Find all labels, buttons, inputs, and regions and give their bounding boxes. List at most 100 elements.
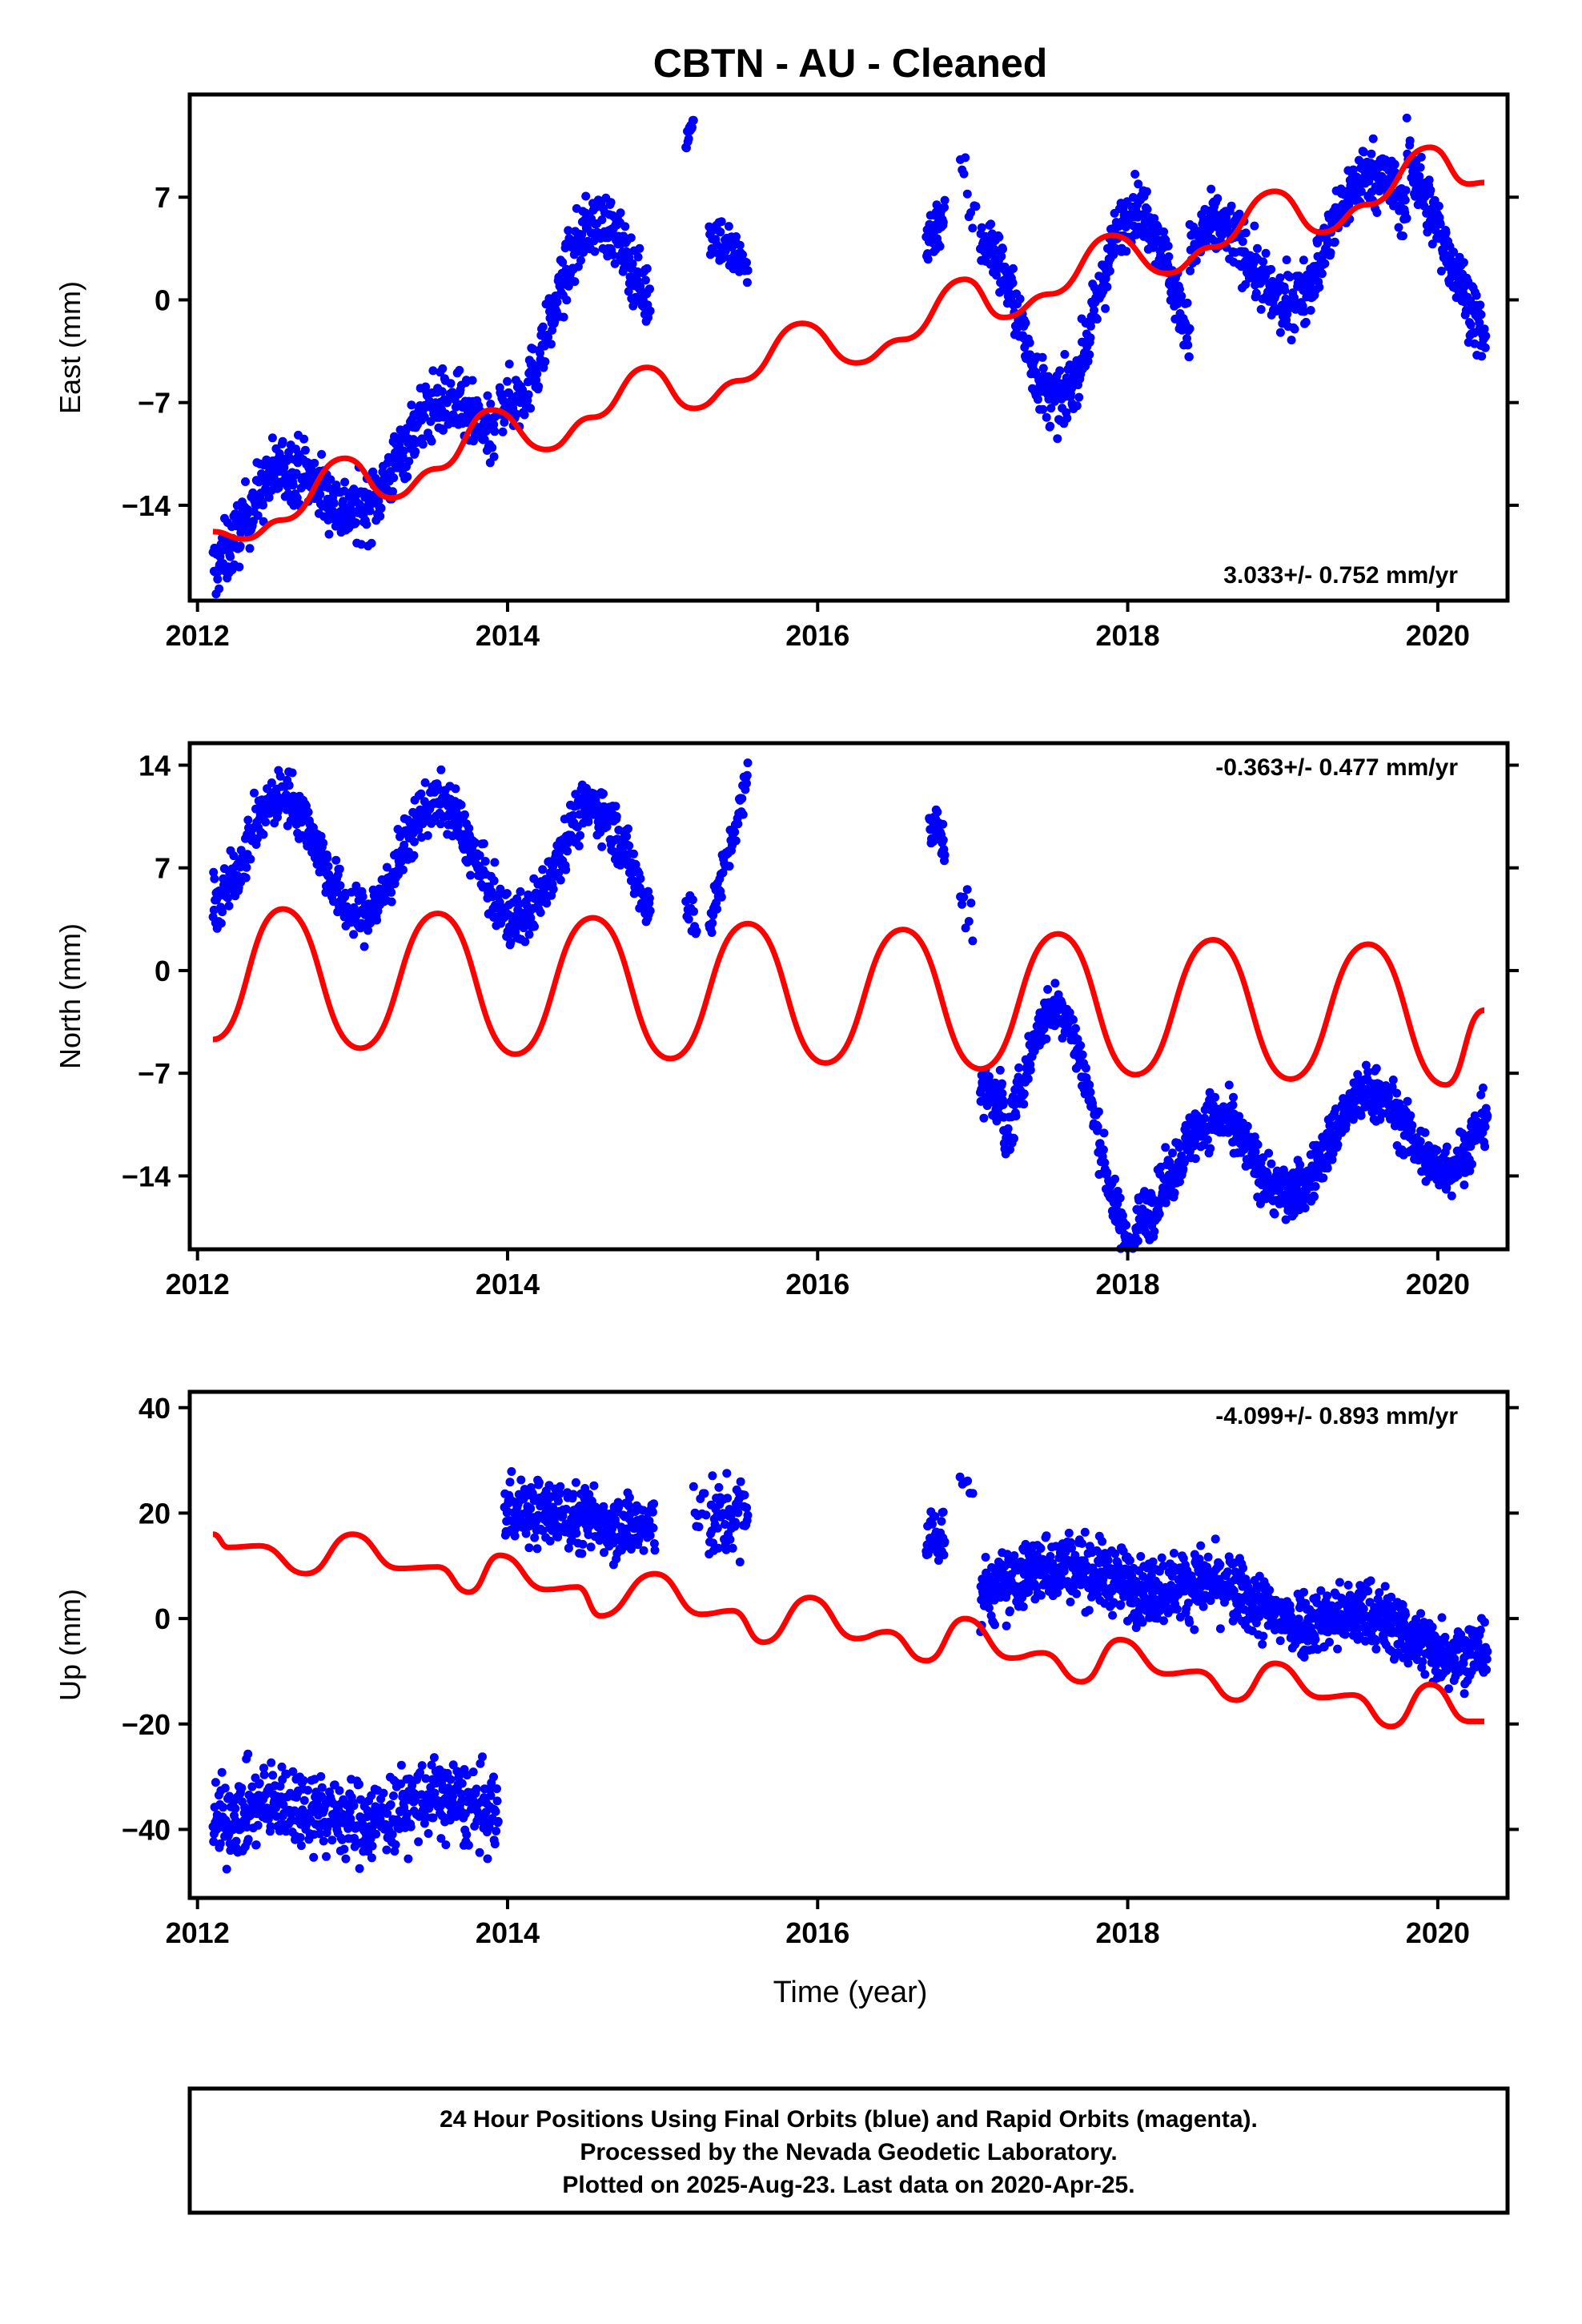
east-data-point-454 — [437, 387, 447, 396]
east-x-tick-label-2018: 2018 — [1096, 619, 1160, 652]
north-data-point-1475 — [1211, 1092, 1220, 1102]
east-data-point-283 — [351, 518, 360, 528]
east-data-point-864 — [684, 134, 693, 143]
north-data-point-2073 — [1468, 1160, 1476, 1169]
north-y-tick-label--14: −14 — [122, 1160, 171, 1192]
east-data-point-1321 — [1130, 170, 1140, 179]
east-data-point-763 — [597, 215, 607, 224]
east-data-point-617 — [524, 390, 533, 400]
east-data-point-1884 — [1394, 223, 1403, 232]
east-data-point-416 — [418, 440, 428, 449]
north-data-point-443 — [436, 765, 446, 774]
north-y-tick-label-7: 7 — [155, 852, 171, 885]
north-data-point-214 — [319, 838, 328, 848]
up-data-point-276 — [355, 1779, 363, 1789]
north-data-point-1430 — [1191, 1154, 1200, 1164]
east-data-point-436 — [428, 366, 438, 376]
east-data-point-311 — [365, 506, 375, 516]
east-data-point-34 — [226, 552, 235, 561]
east-data-point-1156 — [1055, 366, 1065, 376]
north-data-point-471 — [451, 784, 460, 794]
north-data-point-959 — [959, 892, 969, 902]
north-data-point-940 — [933, 807, 942, 817]
east-data-point-931 — [743, 266, 753, 275]
east-data-point-634 — [532, 369, 542, 379]
north-data-point-547 — [490, 858, 500, 867]
east-data-point-835 — [633, 252, 643, 262]
up-data-point-110 — [267, 1758, 276, 1767]
up-data-point-42 — [231, 1803, 240, 1813]
east-data-point-1231 — [1090, 306, 1098, 315]
east-x-tick-label-2016: 2016 — [785, 619, 849, 652]
north-data-point-1162 — [1069, 1015, 1078, 1024]
east-data-point-1561 — [1241, 228, 1251, 238]
east-data-point-73 — [245, 544, 255, 553]
up-data-point-583 — [521, 1529, 531, 1538]
north-data-point-973 — [979, 1113, 989, 1123]
north-data-point-1041 — [1010, 1134, 1018, 1144]
up-data-point-694 — [577, 1549, 587, 1558]
east-data-point-471 — [446, 379, 456, 388]
east-data-point-723 — [577, 230, 587, 239]
north-rate-label: -0.363+/- 0.477 mm/yr — [1215, 754, 1458, 781]
east-data-point-138 — [278, 436, 287, 446]
north-x-tick-label-2016: 2016 — [785, 1268, 849, 1301]
north-data-point-1898 — [1392, 1088, 1402, 1098]
east-data-point-1986 — [1441, 228, 1451, 237]
north-data-point-729 — [584, 817, 593, 826]
north-data-point-417 — [423, 830, 432, 840]
up-data-point-66 — [243, 1749, 253, 1759]
east-data-point-167 — [292, 493, 302, 503]
east-data-point-1017 — [992, 271, 1001, 280]
north-data-point-861 — [692, 927, 701, 936]
north-data-point-597 — [516, 887, 525, 896]
east-observed-points — [208, 113, 1491, 599]
north-data-point-1062 — [1019, 1089, 1029, 1099]
north-x-tick-label-2012: 2012 — [166, 1268, 230, 1301]
east-data-point-976 — [962, 189, 972, 199]
north-data-point-1761 — [1333, 1140, 1343, 1149]
north-data-point-482 — [456, 800, 466, 810]
east-data-point-2070 — [1480, 343, 1490, 352]
east-data-point-869 — [688, 123, 697, 132]
north-data-point-784 — [612, 812, 621, 821]
north-data-point-2103 — [1480, 1142, 1490, 1152]
north-data-point-614 — [524, 930, 534, 939]
up-data-point-605 — [532, 1544, 542, 1554]
north-data-point-1177 — [1076, 1041, 1086, 1050]
east-data-point-1198 — [1074, 392, 1084, 402]
east-data-point-1328 — [1134, 179, 1143, 189]
east-x-tick-label-2020: 2020 — [1406, 619, 1470, 652]
north-data-point-1815 — [1356, 1111, 1366, 1120]
north-data-point-903 — [731, 836, 741, 846]
north-y-tick-label--7: −7 — [138, 1057, 171, 1090]
north-data-point-1346 — [1154, 1209, 1164, 1219]
north-data-point-1247 — [1110, 1174, 1120, 1184]
up-data-point-167 — [296, 1841, 306, 1851]
north-data-point-867 — [708, 919, 717, 928]
east-data-point-640 — [536, 348, 544, 358]
up-data-point-266 — [349, 1801, 359, 1811]
east-data-point-697 — [564, 281, 573, 291]
north-data-point-688 — [563, 846, 572, 856]
up-data-point-19 — [219, 1803, 228, 1812]
north-data-point-920 — [742, 770, 752, 780]
east-data-point-981 — [971, 202, 981, 211]
north-data-point-921 — [743, 758, 753, 768]
north-data-point-919 — [742, 778, 751, 788]
east-data-point-1838 — [1372, 208, 1382, 217]
east-data-point-1826 — [1367, 149, 1376, 159]
up-data-point-683 — [572, 1529, 581, 1538]
east-data-point-558 — [490, 427, 500, 436]
east-data-point-1441 — [1185, 324, 1195, 333]
up-data-point-54 — [237, 1783, 247, 1793]
up-data-point-471 — [457, 1779, 467, 1788]
up-data-point-504 — [475, 1848, 484, 1857]
north-data-point-1992 — [1432, 1145, 1442, 1155]
east-data-point-891 — [717, 217, 726, 227]
up-data-point-369 — [404, 1854, 413, 1864]
east-data-point-1005 — [986, 219, 996, 229]
east-data-point-1810 — [1359, 147, 1368, 157]
east-data-point-1443 — [1186, 266, 1195, 275]
